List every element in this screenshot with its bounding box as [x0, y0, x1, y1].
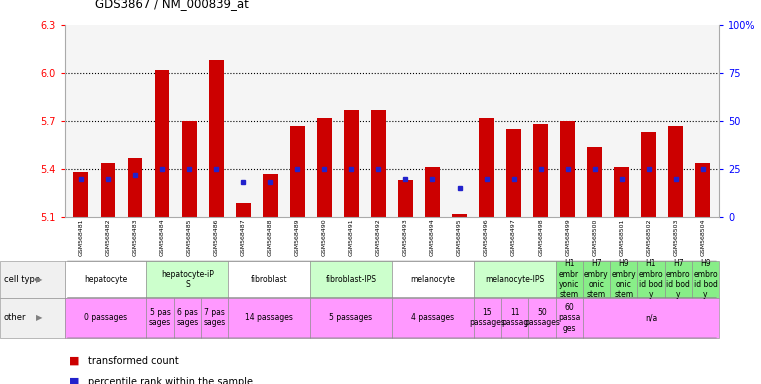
Text: cell type: cell type: [4, 275, 40, 284]
Bar: [154, 70, 170, 217]
Bar: [100, 162, 116, 217]
Bar: [479, 118, 494, 217]
Text: 5 passages: 5 passages: [330, 313, 373, 322]
Text: 7 pas
sages: 7 pas sages: [203, 308, 226, 328]
Bar: [209, 60, 224, 217]
Text: other: other: [4, 313, 27, 322]
Text: 4 passages: 4 passages: [411, 313, 454, 322]
Text: 0 passages: 0 passages: [84, 313, 127, 322]
Text: H1
embr
yonic
stem: H1 embr yonic stem: [559, 259, 579, 300]
Text: ■: ■: [68, 356, 79, 366]
Bar: [614, 167, 629, 217]
Text: H1
embro
id bod
y: H1 embro id bod y: [638, 259, 664, 300]
Text: hepatocyte: hepatocyte: [84, 275, 127, 284]
Bar: [696, 162, 710, 217]
Bar: [506, 129, 521, 217]
Bar: [236, 202, 250, 217]
Text: H7
embro
id bod
y: H7 embro id bod y: [666, 259, 690, 300]
Bar: [263, 174, 278, 217]
Bar: [128, 158, 142, 217]
Bar: [533, 124, 548, 217]
Bar: [74, 172, 88, 217]
Text: n/a: n/a: [645, 313, 657, 322]
Text: H7
embry
onic
stem: H7 embry onic stem: [584, 259, 609, 300]
Text: 5 pas
sages: 5 pas sages: [149, 308, 171, 328]
Text: H9
embro
id bod
y: H9 embro id bod y: [693, 259, 718, 300]
Bar: [182, 121, 196, 217]
Text: 60
passa
ges: 60 passa ges: [558, 303, 581, 333]
Bar: [587, 147, 602, 217]
Bar: [344, 110, 358, 217]
Text: 14 passages: 14 passages: [245, 313, 293, 322]
Text: ■: ■: [68, 377, 79, 384]
Bar: [425, 167, 440, 217]
Bar: [290, 126, 304, 217]
Text: transformed count: transformed count: [88, 356, 178, 366]
Text: hepatocyte-iP
S: hepatocyte-iP S: [161, 270, 214, 289]
Text: H9
embry
onic
stem: H9 embry onic stem: [611, 259, 636, 300]
Text: 50
passages: 50 passages: [524, 308, 560, 328]
Text: ▶: ▶: [36, 275, 42, 284]
Bar: [317, 118, 332, 217]
Text: 11
passag: 11 passag: [501, 308, 528, 328]
Bar: [398, 180, 413, 217]
Bar: [668, 126, 683, 217]
Text: fibroblast-IPS: fibroblast-IPS: [326, 275, 377, 284]
Text: GDS3867 / NM_000839_at: GDS3867 / NM_000839_at: [95, 0, 249, 10]
Text: 15
passages: 15 passages: [470, 308, 505, 328]
Text: fibroblast: fibroblast: [251, 275, 288, 284]
Bar: [371, 110, 386, 217]
Text: ▶: ▶: [36, 313, 42, 322]
Text: percentile rank within the sample: percentile rank within the sample: [88, 377, 253, 384]
Bar: [452, 214, 467, 217]
Text: melanocyte-IPS: melanocyte-IPS: [485, 275, 544, 284]
Bar: [642, 132, 656, 217]
Bar: [560, 121, 575, 217]
Text: 6 pas
sages: 6 pas sages: [177, 308, 199, 328]
Text: melanocyte: melanocyte: [410, 275, 455, 284]
